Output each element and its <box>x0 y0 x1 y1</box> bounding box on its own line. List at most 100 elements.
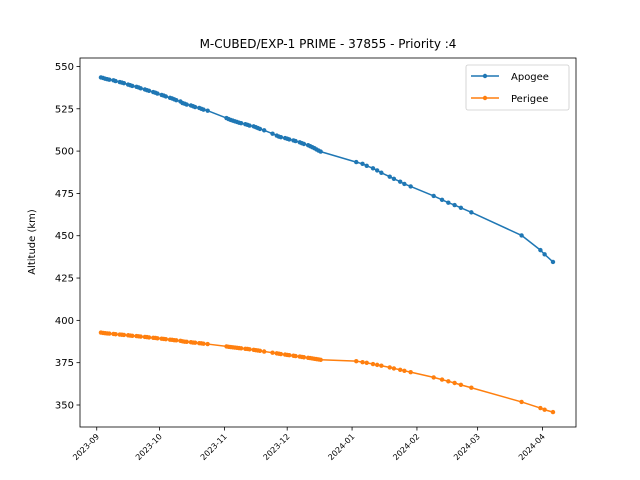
apogee-point <box>360 161 365 166</box>
apogee-point <box>402 181 407 187</box>
apogee-point <box>446 200 451 205</box>
perigee-point <box>550 409 556 415</box>
plot-area <box>79 57 577 428</box>
apogee-point <box>458 205 464 210</box>
legend-perigee-marker <box>482 95 488 101</box>
perigee-point <box>261 349 267 354</box>
apogee-point <box>121 81 127 86</box>
apogee-point <box>379 170 384 175</box>
apogee-point <box>205 108 210 113</box>
perigee-point <box>201 341 206 346</box>
apogee-point <box>354 159 359 165</box>
apogee-point <box>370 166 376 171</box>
perigee-point <box>146 335 152 340</box>
perigee-point <box>174 338 179 343</box>
apogee-point <box>542 252 547 257</box>
perigee-point <box>205 341 210 347</box>
perigee-point <box>287 353 292 358</box>
y-tick-label: 425 <box>55 274 74 285</box>
apogee-point <box>398 179 403 184</box>
perigee-point <box>163 336 169 342</box>
y-tick-label: 450 <box>55 231 74 242</box>
apogee-point <box>519 233 524 238</box>
series-apogee <box>98 75 556 265</box>
perigee-point <box>408 369 413 375</box>
perigee-point <box>387 365 392 370</box>
apogee-point <box>287 137 292 142</box>
apogee-point <box>387 174 392 179</box>
perigee-point <box>469 385 474 390</box>
perigee-point <box>360 359 365 365</box>
legend-perigee-label: Perigee <box>511 94 548 105</box>
perigee-point <box>107 331 112 336</box>
apogee-point <box>261 128 267 133</box>
perigee-point <box>402 368 407 373</box>
legend-apogee-label: Apogee <box>511 72 549 83</box>
apogee-point <box>550 259 556 265</box>
perigee-point <box>293 353 298 359</box>
perigee-point <box>431 375 436 380</box>
y-tick-label: 350 <box>55 400 74 411</box>
perigee-point <box>257 348 263 354</box>
perigee-point <box>121 332 127 338</box>
perigee-point <box>113 332 118 337</box>
apogee-point <box>270 131 275 136</box>
apogee-point <box>374 168 380 173</box>
y-axis-ticks: 350 375 400 425 450 475 500 525 550 <box>55 62 80 411</box>
perigee-point <box>391 366 397 371</box>
y-tick-label: 550 <box>55 62 74 73</box>
perigee-point <box>398 367 403 372</box>
perigee-point <box>278 351 284 357</box>
perigee-point <box>130 333 135 338</box>
perigee-point <box>270 350 275 355</box>
perigee-point <box>247 347 252 352</box>
apogee-point <box>174 97 179 103</box>
apogee-point <box>113 78 118 84</box>
perigee-point <box>138 334 143 339</box>
perigee-point <box>318 357 323 362</box>
y-axis-label: Altitude (km) <box>27 209 38 275</box>
y-tick-label: 375 <box>55 358 74 369</box>
apogee-point <box>138 86 143 91</box>
apogee-point <box>155 91 160 96</box>
y-tick-label: 500 <box>55 147 74 158</box>
apogee-point <box>192 104 198 110</box>
perigee-point <box>519 399 524 405</box>
perigee-point <box>301 355 307 360</box>
perigee-point <box>538 405 543 411</box>
perigee-point <box>439 377 445 382</box>
apogee-point <box>201 107 206 112</box>
perigee-point <box>374 362 380 368</box>
apogee-point <box>318 149 323 154</box>
apogee-point <box>364 163 369 169</box>
series-layer <box>98 75 556 415</box>
apogee-point <box>107 77 112 82</box>
apogee-point <box>439 197 445 203</box>
y-tick-label: 400 <box>55 316 74 327</box>
plot-frame <box>79 57 577 428</box>
apogee-point <box>238 120 244 126</box>
perigee-point <box>192 340 198 345</box>
apogee-point <box>431 193 436 199</box>
perigee-point <box>370 361 376 367</box>
apogee-point <box>247 123 252 128</box>
apogee-point <box>278 135 284 140</box>
apogee-point <box>293 138 298 144</box>
apogee-point <box>538 247 543 253</box>
perigee-point <box>354 358 359 364</box>
apogee-point <box>452 202 457 208</box>
legend: Apogee Perigee <box>465 64 570 111</box>
apogee-point <box>301 141 307 147</box>
perigee-point <box>542 407 547 412</box>
perigee-point <box>238 346 244 351</box>
apogee-point <box>184 102 189 107</box>
perigee-point <box>452 380 457 386</box>
perigee-point <box>155 336 160 341</box>
y-tick-label: 525 <box>55 104 74 115</box>
y-tick-label: 475 <box>55 189 74 200</box>
perigee-point <box>446 379 451 384</box>
perigee-point <box>184 339 189 345</box>
apogee-point <box>130 83 135 89</box>
apogee-point <box>469 210 474 215</box>
